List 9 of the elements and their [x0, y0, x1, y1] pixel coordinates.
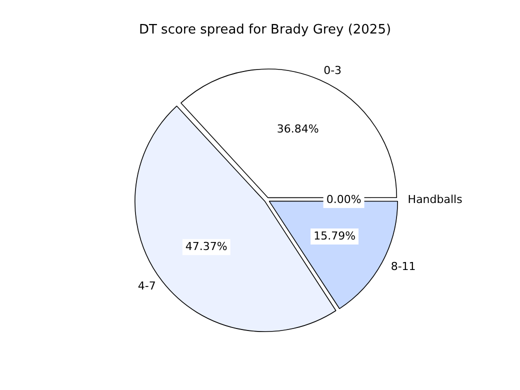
chart-title: DT score spread for Brady Grey (2025) — [138, 22, 392, 38]
data-label: 47.37% — [185, 240, 228, 254]
slice-label: 8-11 — [390, 260, 416, 273]
data-label: 36.84% — [276, 122, 319, 136]
category-label: Handballs — [408, 192, 462, 206]
data-label: 15.79% — [314, 229, 356, 242]
slice-label: 4-7 — [138, 279, 156, 292]
slice-label: 0-3 — [324, 64, 342, 77]
text: 0.00% — [326, 192, 362, 206]
